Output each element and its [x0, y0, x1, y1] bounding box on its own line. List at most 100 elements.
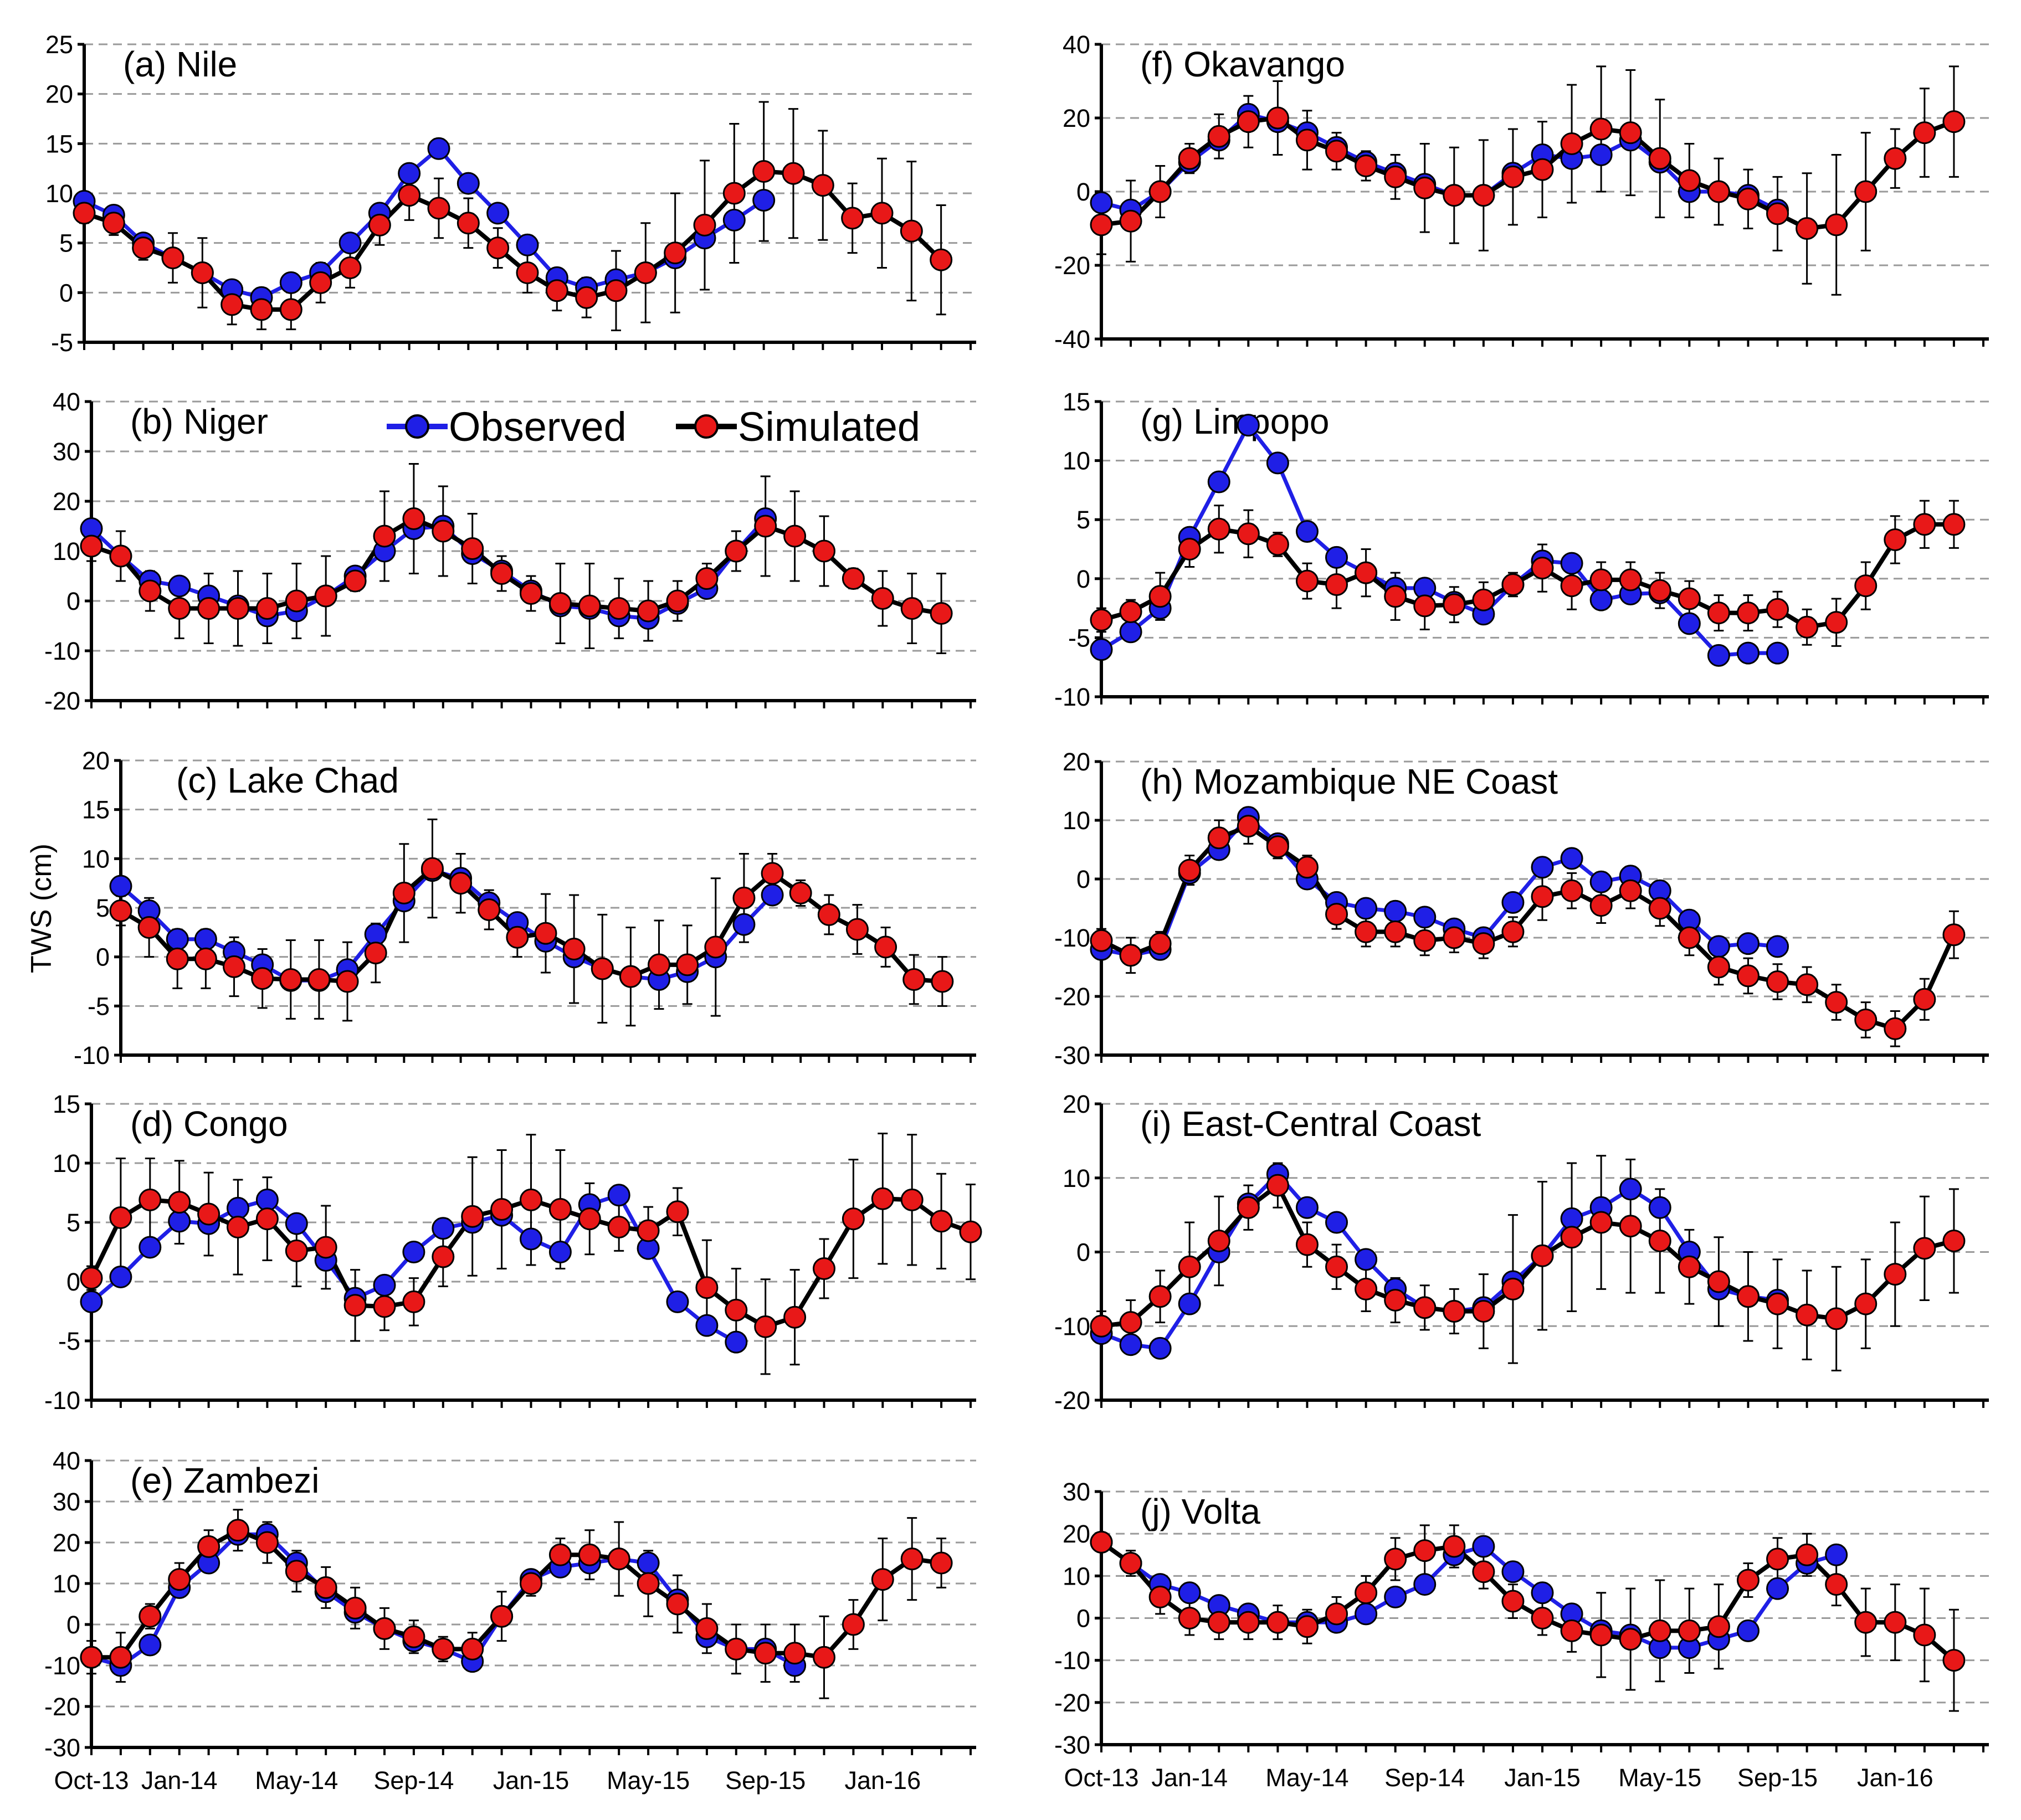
simulated-point	[782, 162, 805, 185]
x-tick-label: May-14	[255, 1766, 338, 1795]
simulated-point	[197, 1202, 220, 1226]
observed-point	[1178, 1292, 1201, 1315]
simulated-point	[1443, 1300, 1466, 1323]
simulated-point	[575, 286, 598, 309]
simulated-point	[1854, 180, 1878, 203]
observed-point	[432, 1217, 455, 1240]
simulated-point	[813, 1646, 835, 1669]
panel-j: -30 -20 -10 0 10 20 30 Oct-13 Jan-14 May-14 Sep-14…	[1054, 1478, 1989, 1792]
simulated-point	[1090, 213, 1113, 237]
simulated-point	[449, 872, 473, 895]
observed-line	[1101, 112, 1779, 213]
simulated-point	[220, 293, 244, 316]
simulated-point	[1178, 1607, 1201, 1629]
simulated-point	[722, 182, 746, 205]
observed-point	[1501, 1560, 1525, 1583]
y-tick-label: -20	[44, 1693, 80, 1721]
y-tick-label: 5	[59, 229, 73, 258]
simulated-point	[1619, 1215, 1642, 1238]
simulated-point	[637, 1572, 660, 1595]
simulated-point	[637, 599, 660, 623]
observed-point	[338, 232, 362, 255]
simulated-point	[1384, 920, 1407, 943]
simulated-point	[1384, 165, 1407, 188]
simulated-point	[373, 1617, 396, 1640]
x-tick-label: Oct-13	[1064, 1764, 1138, 1792]
y-tick-label: 15	[82, 796, 110, 824]
simulated-point	[1119, 944, 1142, 967]
observed-point	[139, 1633, 162, 1657]
simulated-point	[676, 953, 699, 976]
simulated-point	[1648, 1229, 1671, 1252]
y-tick-label: 10	[1063, 1164, 1090, 1192]
observed-point	[1472, 1535, 1495, 1558]
simulated-point	[1207, 1229, 1230, 1252]
observed-point	[398, 162, 421, 185]
simulated-point	[842, 1207, 865, 1231]
simulated-point	[1884, 528, 1907, 551]
observed-point	[1355, 897, 1378, 920]
observed-point	[1736, 1619, 1760, 1642]
simulated-point	[343, 569, 367, 593]
simulated-point	[1678, 1255, 1701, 1278]
simulated-point	[1090, 1314, 1113, 1338]
y-tick-label: 0	[1076, 1605, 1090, 1633]
panel-e: -30 -20 -10 0 10 20 30 40 Oct-13 Jan-14 May-14 Sep-…	[44, 1447, 976, 1795]
simulated-point	[1589, 1623, 1613, 1647]
simulated-point	[1796, 1543, 1819, 1566]
simulated-point	[80, 1646, 103, 1669]
observed-line	[1101, 814, 1778, 958]
simulated-point	[1619, 1628, 1642, 1651]
simulated-point	[478, 898, 501, 922]
simulated-point	[607, 1547, 630, 1571]
panel-h: -30 -20 -10 0 10 20 (h) Mozambique NE Coast	[1054, 748, 1989, 1070]
simulated-point	[1766, 202, 1789, 225]
simulated-point	[900, 597, 924, 620]
simulated-point	[1531, 885, 1554, 908]
simulated-point	[545, 279, 568, 302]
simulated-point	[817, 903, 840, 926]
y-tick-label: 0	[66, 1268, 80, 1296]
simulated-point	[1178, 1255, 1201, 1278]
observed-point	[168, 574, 191, 598]
simulated-point	[1178, 147, 1201, 170]
observed-point	[666, 1290, 689, 1313]
x-tick-label: Jan-14	[141, 1766, 218, 1795]
y-tick-label: -10	[44, 1386, 80, 1415]
simulated-point	[486, 237, 510, 260]
simulated-point	[783, 1642, 807, 1665]
observed-point	[1355, 1602, 1378, 1626]
observed-point	[402, 1241, 425, 1263]
y-tick-label: 0	[66, 1611, 80, 1639]
simulated-point	[1854, 1008, 1878, 1031]
y-tick-label: 20	[53, 1529, 80, 1557]
observed-point	[732, 913, 756, 936]
x-tick-label: May-15	[607, 1766, 690, 1795]
simulated-point	[1854, 1611, 1878, 1634]
simulated-point	[664, 241, 687, 265]
simulated-point	[1472, 932, 1495, 955]
simulated-point	[1325, 573, 1348, 596]
y-tick-label: 40	[1063, 30, 1090, 59]
y-tick-label: -10	[1054, 1312, 1090, 1340]
simulated-point	[191, 261, 214, 284]
simulated-point	[1501, 1590, 1525, 1613]
observed-point	[1384, 1585, 1407, 1608]
y-tick-label: -20	[44, 687, 80, 715]
simulated-point	[309, 271, 332, 294]
observed-point	[1589, 143, 1613, 166]
simulated-point	[1707, 180, 1730, 203]
simulated-point	[1884, 1017, 1907, 1040]
simulated-point	[255, 597, 279, 620]
y-tick-label: 0	[1076, 178, 1090, 206]
observed-point	[1119, 1333, 1142, 1356]
simulated-point	[813, 539, 835, 563]
simulated-point	[1207, 125, 1230, 148]
y-tick-label: -10	[1054, 1647, 1090, 1675]
simulated-point	[1237, 522, 1260, 546]
simulated-point	[1884, 1611, 1907, 1634]
y-tick-label: 10	[53, 1570, 80, 1598]
simulated-point	[139, 1188, 162, 1211]
observed-point	[1119, 620, 1142, 644]
observed-line	[1100, 1171, 1778, 1351]
